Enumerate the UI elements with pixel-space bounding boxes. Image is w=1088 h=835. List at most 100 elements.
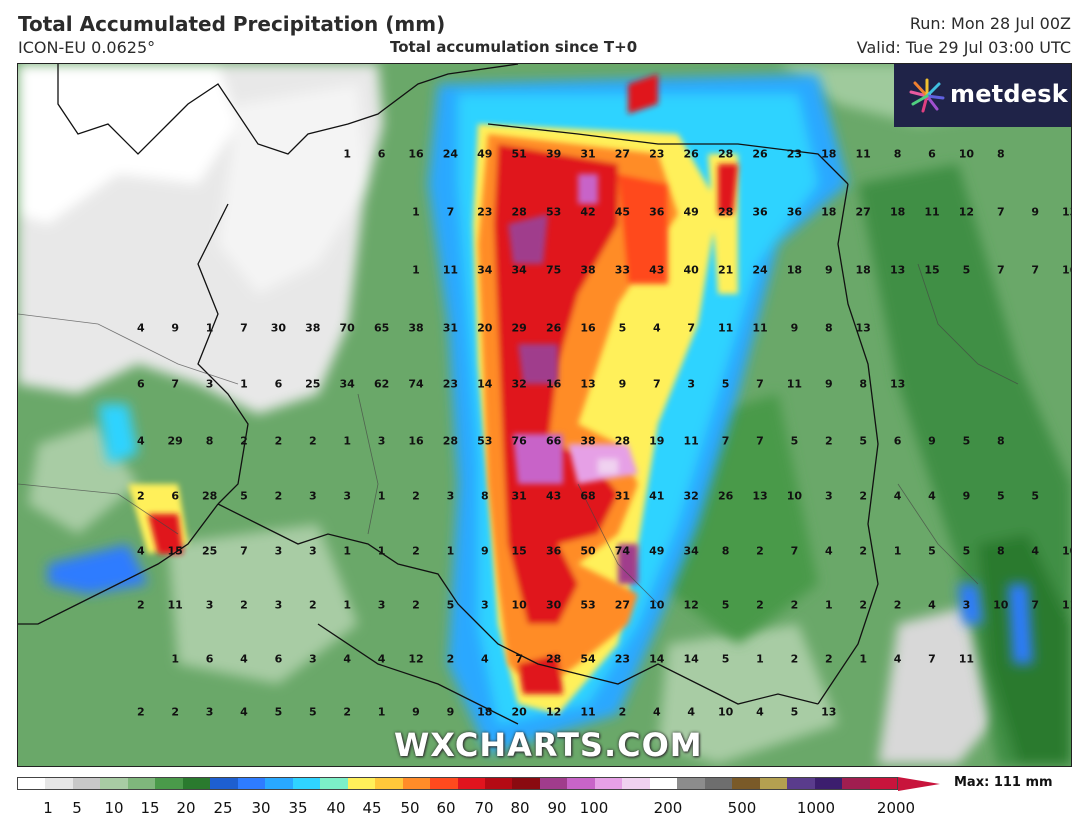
colorbar-tick-label: 30 <box>251 799 271 817</box>
grid-value: 38 <box>305 321 321 335</box>
map-canvas <box>18 64 1071 766</box>
grid-value: 5 <box>996 489 1005 503</box>
colorbar-tick-label: 40 <box>326 799 346 817</box>
grid-value: 3 <box>446 489 455 503</box>
grid-value: 54 <box>580 652 596 666</box>
grid-value: 7 <box>240 321 248 335</box>
grid-value: 4 <box>1031 544 1040 558</box>
grid-value: 5 <box>721 652 730 666</box>
colorbar <box>17 777 898 790</box>
chart-title: Total Accumulated Precipitation (mm) <box>18 12 446 36</box>
grid-value: 1 <box>377 489 386 503</box>
grid-value: 1 <box>343 598 352 612</box>
grid-value: 2 <box>412 598 420 612</box>
grid-value: 28 <box>511 205 527 219</box>
grid-value: 2 <box>343 705 352 719</box>
colorbar-segment <box>155 778 183 789</box>
grid-value: 9 <box>1031 205 1040 219</box>
grid-value: 8 <box>721 544 730 558</box>
grid-value: 4 <box>893 652 902 666</box>
valid-label: Valid: Tue 29 Jul 03:00 UTC <box>856 38 1071 57</box>
colorbar-tick-label: 45 <box>362 799 382 817</box>
grid-value: 7 <box>240 544 248 558</box>
grid-value: 45 <box>614 205 631 219</box>
grid-value: 11 <box>752 321 768 335</box>
grid-value: 10 <box>1061 544 1071 558</box>
grid-value: 5 <box>240 489 248 503</box>
grid-value: 36 <box>752 205 768 219</box>
grid-value: 38 <box>408 321 424 335</box>
grid-value: 2 <box>756 598 764 612</box>
grid-value: 11 <box>717 321 734 335</box>
grid-value: 7 <box>721 434 730 448</box>
grid-value: 13 <box>889 377 906 391</box>
colorbar-tick-label: 200 <box>653 799 683 817</box>
run-label: Run: Mon 28 Jul 00Z <box>909 14 1071 33</box>
grid-value: 26 <box>683 147 699 161</box>
grid-value: 5 <box>962 544 971 558</box>
grid-value: 5 <box>446 598 455 612</box>
metdesk-logo: metdesk <box>894 64 1071 127</box>
grid-value: 53 <box>545 205 562 219</box>
grid-value: 18 <box>821 147 837 161</box>
grid-value: 31 <box>614 489 631 503</box>
grid-value: 11 <box>1061 598 1071 612</box>
grid-value: 2 <box>756 544 764 558</box>
grid-value: 23 <box>649 147 665 161</box>
colorbar-tick-label: 80 <box>510 799 530 817</box>
grid-value: 2 <box>859 544 868 558</box>
grid-value: 8 <box>996 434 1005 448</box>
grid-value: 7 <box>515 652 524 666</box>
colorbar-segment <box>814 778 843 789</box>
grid-value: 7 <box>756 377 764 391</box>
grid-value: 3 <box>962 598 971 612</box>
grid-value: 6 <box>377 147 386 161</box>
grid-value: 3 <box>308 544 317 558</box>
grid-value: 5 <box>962 263 971 277</box>
grid-value: 2 <box>412 544 420 558</box>
grid-value: 4 <box>480 652 489 666</box>
model-label: ICON-EU 0.0625° <box>18 38 156 57</box>
grid-value: 11 <box>683 434 699 448</box>
grid-value: 2 <box>618 705 627 719</box>
grid-value: 27 <box>614 598 631 612</box>
grid-value: 4 <box>824 544 833 558</box>
grid-value: 11 <box>442 263 459 277</box>
precipitation-map[interactable]: metdesk 1 6 16 24 49 51 39 31 27 23 26 28 26 23 18 11 8 6… <box>17 63 1072 767</box>
grid-value: 8 <box>824 321 833 335</box>
grid-value: 53 <box>580 598 596 612</box>
grid-value: 40 <box>683 263 699 277</box>
grid-value: 29 <box>511 321 527 335</box>
grid-value: 3 <box>308 652 317 666</box>
grid-value: 16 <box>545 377 562 391</box>
colorbar-segment <box>484 778 513 789</box>
grid-value: 7 <box>687 321 696 335</box>
grid-value: 8 <box>996 147 1005 161</box>
grid-value: 74 <box>408 377 424 391</box>
grid-value: 24 <box>752 263 768 277</box>
colorbar-segment <box>127 778 156 789</box>
grid-value: 8 <box>205 434 214 448</box>
colorbar-segment <box>210 778 238 789</box>
grid-value: 18 <box>889 205 906 219</box>
grid-value: 5 <box>859 434 868 448</box>
grid-value: 7 <box>652 377 661 391</box>
grid-value: 8 <box>859 377 868 391</box>
grid-value: 3 <box>480 598 489 612</box>
grid-value: 3 <box>687 377 696 391</box>
grid-value: 30 <box>545 598 562 612</box>
grid-value: 11 <box>167 598 183 612</box>
grid-value: 4 <box>240 705 248 719</box>
grid-value: 9 <box>618 377 627 391</box>
grid-value: 4 <box>687 705 696 719</box>
grid-value: 20 <box>477 321 493 335</box>
grid-value: 10 <box>786 489 803 503</box>
grid-value: 2 <box>136 598 145 612</box>
grid-value: 9 <box>446 705 455 719</box>
grid-value: 9 <box>480 544 489 558</box>
colorbar-tick-label: 2000 <box>876 799 916 817</box>
grid-value: 2 <box>308 434 317 448</box>
grid-value: 42 <box>580 205 596 219</box>
grid-value: 1 <box>343 147 352 161</box>
grid-value: 1 <box>412 263 420 277</box>
